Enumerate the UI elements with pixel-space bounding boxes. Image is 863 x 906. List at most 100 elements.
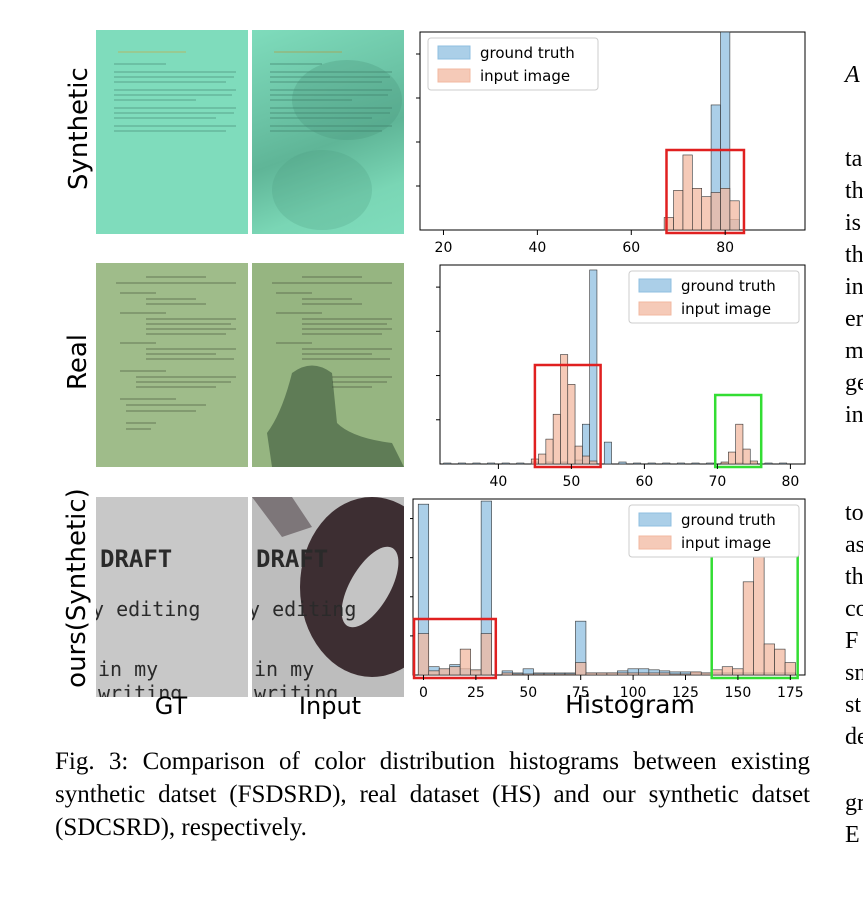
ground-truth-bar <box>647 462 656 465</box>
x-tick-label: 75 <box>572 685 590 701</box>
input-image-bar <box>617 672 629 676</box>
row-label-synthetic: Synthetic <box>64 67 94 190</box>
red-highlight-box <box>665 148 746 235</box>
ground-truth-bar <box>691 462 700 465</box>
legend-swatch-input-image <box>638 535 672 550</box>
synthetic-gt-image <box>96 30 248 234</box>
column-label-histogram: Histogram <box>565 690 695 719</box>
side-column-line: in <box>845 402 863 428</box>
input-image-bar <box>606 672 618 676</box>
input-image-bar <box>679 673 692 676</box>
ours-input-text-editing: y editing <box>252 597 357 621</box>
x-tick-label: 80 <box>716 240 734 256</box>
synthetic-input-image <box>252 30 404 234</box>
input-image-bar <box>638 672 650 676</box>
side-column-line: is <box>845 210 862 236</box>
ground-truth-bar <box>472 462 481 465</box>
real-gt-image <box>96 263 248 467</box>
side-column-line: to <box>845 500 863 526</box>
input-image-bar <box>522 673 534 676</box>
input-image-bar <box>753 550 765 676</box>
side-column-line: co <box>845 596 863 622</box>
input-image-bar <box>784 662 796 676</box>
input-image-bar <box>729 200 740 231</box>
document-text-lines <box>116 276 236 430</box>
input-image-bar <box>648 672 660 676</box>
ground-truth-bar <box>662 462 671 465</box>
row-label-ours-synthetic: ours(Synthetic) <box>62 488 92 688</box>
ground-truth-bar <box>501 462 510 465</box>
input-image-bar <box>459 648 471 676</box>
document-text-lines <box>270 51 402 230</box>
input-image-bar <box>742 581 754 676</box>
legend-swatch-ground-truth <box>437 45 471 60</box>
input-image-bar <box>543 673 555 676</box>
x-tick-label: 60 <box>635 474 653 490</box>
legend-swatch-input-image <box>437 68 471 83</box>
input-image-bar <box>711 669 723 676</box>
side-column-line: gr <box>845 790 863 816</box>
ground-truth-bar <box>589 269 598 465</box>
input-image-bar <box>574 445 583 465</box>
input-image-bar <box>417 633 430 676</box>
input-image-bar <box>720 188 731 231</box>
row-label-real: Real <box>63 333 93 391</box>
x-tick-label: 125 <box>672 685 699 701</box>
input-image-bar <box>538 453 547 465</box>
ours-input-text-draft: DRAFT <box>256 545 329 573</box>
input-image-bar <box>582 455 590 465</box>
legend-swatch-ground-truth <box>638 512 672 527</box>
x-tick-label: 150 <box>725 685 752 701</box>
x-tick-label: 60 <box>622 240 640 256</box>
input-image-bar <box>470 669 482 676</box>
legend-label-ground-truth: ground truth <box>681 511 776 529</box>
red-highlight-box <box>533 363 602 469</box>
ours-gt-text-writing: in my writing <box>98 657 183 697</box>
side-column-line: A <box>845 62 860 88</box>
side-column-line: er <box>845 306 863 332</box>
input-image-bar <box>564 673 576 676</box>
ground-truth-bar <box>779 462 788 465</box>
legend-label-ground-truth: ground truth <box>681 277 776 295</box>
shadow-shape <box>252 497 404 677</box>
column-label-gt: GT <box>154 692 188 720</box>
side-column-line: E <box>845 822 860 848</box>
input-image-bar <box>552 413 561 465</box>
ours-gt-text-editing: y editing <box>96 597 201 621</box>
input-image-bar <box>692 188 703 231</box>
input-image-bar <box>575 662 587 676</box>
input-image-bar <box>774 648 786 676</box>
ours-input-image: DRAFT y editing in my writing <box>252 497 404 697</box>
input-image-bar <box>701 196 712 231</box>
input-image-bar <box>554 673 566 676</box>
input-image-bar <box>567 384 576 465</box>
x-tick-label: 0 <box>419 685 428 701</box>
side-column-line: m <box>845 338 863 364</box>
ground-truth-bar <box>618 461 627 465</box>
ground-truth-bar <box>676 462 685 465</box>
input-image-bar <box>545 438 554 465</box>
input-image-bar <box>585 672 597 676</box>
input-image-bar <box>749 460 758 465</box>
input-image-bar <box>735 423 744 465</box>
input-image-bar <box>596 672 608 676</box>
input-image-bar <box>501 672 513 676</box>
ours-gt-text-draft: DRAFT <box>100 545 173 573</box>
legend-label-input-image: input image <box>681 300 771 318</box>
side-column-line: in <box>845 274 863 300</box>
real-input-image <box>252 263 404 467</box>
ground-truth-bar <box>457 462 466 465</box>
input-image-bar <box>690 671 702 676</box>
green-highlight-box <box>713 393 763 469</box>
red-highlight-box <box>412 617 498 680</box>
x-tick-label: 50 <box>562 474 580 490</box>
input-image-bar <box>763 643 775 676</box>
legend-swatch-ground-truth <box>638 278 672 293</box>
histogram-real: 40 50 60 70 80 ground truth input image <box>436 264 806 490</box>
input-image-bar <box>533 673 545 676</box>
input-image-bar <box>700 672 713 676</box>
input-image-bar <box>710 192 721 231</box>
input-image-bar <box>480 633 492 676</box>
input-image-bar <box>669 673 681 676</box>
side-column-line: sn <box>845 660 863 686</box>
